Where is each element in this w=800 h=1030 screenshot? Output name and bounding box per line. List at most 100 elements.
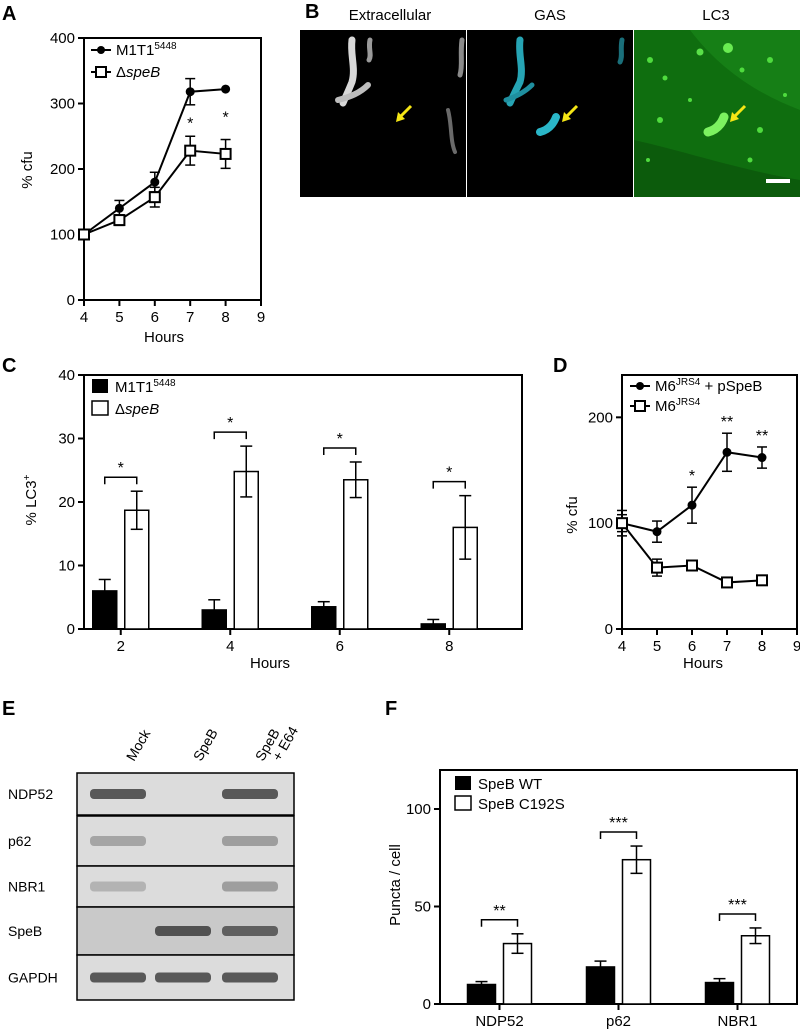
blot-band (90, 972, 146, 983)
significance-bracket (432, 480, 466, 489)
x-tick-label: 6 (336, 638, 344, 655)
legend-marker-open-square (95, 66, 107, 78)
y-tick-label: 200 (50, 161, 75, 178)
panel-c-bar-chart: 0 10 20 30 40 2 4 6 8 * * * * Hours % LC3+ M1T15448… (22, 367, 523, 672)
x-tick-label: 6 (151, 309, 159, 326)
x-tick-label: 5 (115, 309, 123, 326)
x-tick-label: 4 (226, 638, 234, 655)
panel-d-y-label: % cfu (564, 496, 581, 534)
data-point-circle (150, 177, 160, 187)
y-tick-label: 300 (50, 96, 75, 113)
legend-marker-filled-circle (97, 46, 105, 54)
x-tick-label: 7 (723, 638, 731, 655)
blot-band (155, 926, 211, 936)
y-tick-label: 200 (588, 409, 613, 426)
panel-e-western-blot: Mock SpeB SpeB + E64 NDP52 p62 NBR1 SpeB GAP… (8, 723, 301, 1001)
x-tick-label: NBR1 (717, 1013, 757, 1030)
legend-series-superscript: JRS4 (676, 397, 701, 408)
data-point-square (219, 147, 232, 160)
legend-swatch-open (454, 795, 472, 811)
panel-c-ticks: 0 10 20 30 40 2 4 6 8 (58, 367, 453, 655)
data-point-circle (687, 500, 697, 510)
panel-d-frame (621, 374, 798, 630)
significance-bracket (480, 919, 519, 927)
significance-marker: * (337, 431, 343, 448)
data-point-circle (652, 527, 662, 537)
bar-open (621, 858, 652, 1005)
data-point-square (148, 191, 161, 204)
significance-marker: * (689, 468, 695, 485)
y-tick-label: 50 (414, 899, 431, 916)
data-point-circle (114, 203, 124, 213)
blot-rows: NDP52 p62 NBR1 SpeB GAPDH (8, 772, 295, 1001)
lane-label-mock: Mock (123, 726, 154, 764)
y-tick-label: 10 (58, 558, 75, 575)
legend-series-name: Δ (115, 401, 125, 418)
significance-bracket (599, 831, 638, 840)
panel-a-legend-item-1: M1T15448 (116, 41, 177, 59)
blot-band (90, 836, 146, 846)
panel-c-legend-item-1: M1T15448 (115, 378, 176, 396)
x-tick-label: 7 (186, 309, 194, 326)
panel-c-legend-item-2: ΔspeB (115, 401, 159, 418)
micro-image-extracellular (300, 30, 466, 197)
y-tick-label: 0 (67, 292, 75, 309)
panel-a-legend: M1T15448 ΔspeB (91, 41, 177, 81)
legend-series-suffix: + pSpeB (700, 378, 762, 395)
panel-a-frame (83, 37, 262, 301)
arrow-icon (396, 104, 413, 122)
panel-f-ticks: 0 50 100 NDP52 p62 NBR1 (406, 801, 758, 1030)
significance-marker: ** (756, 428, 768, 445)
blot-row-label: NBR1 (8, 879, 46, 895)
scale-bar (766, 179, 790, 183)
x-tick-label: 9 (257, 309, 265, 326)
panel-d-x-label: Hours (683, 655, 723, 672)
y-tick-label: 30 (58, 431, 75, 448)
panel-letter-e: E (2, 698, 15, 720)
legend-series-superscript: JRS4 (676, 377, 701, 388)
legend-swatch-open (91, 400, 109, 416)
blot-row-label: p62 (8, 833, 32, 849)
x-tick-label: 4 (80, 309, 88, 326)
bar-open (343, 479, 369, 630)
data-point-square (756, 574, 768, 587)
bar-open (740, 935, 771, 1005)
x-tick-label: 6 (688, 638, 696, 655)
blot-band (222, 789, 278, 799)
y-tick-label: 400 (50, 30, 75, 47)
panel-f-y-label: Puncta / cell (387, 844, 404, 926)
panel-c-legend: M1T15448 ΔspeB (91, 378, 176, 418)
significance-marker: * (118, 460, 124, 477)
legend-series-name: Δ (116, 64, 126, 81)
y-tick-label: 0 (67, 621, 75, 638)
blot-band (222, 972, 278, 983)
data-point-square (651, 561, 663, 574)
blot-row-label: SpeB (8, 923, 42, 939)
significance-bracket (104, 476, 138, 485)
significance-marker: *** (728, 897, 747, 914)
panel-d-legend-item-1: M6JRS4 + pSpeB (655, 377, 762, 395)
micro-image-gas (467, 30, 633, 197)
significance-bracket (718, 913, 757, 921)
significance-marker: * (187, 116, 193, 133)
panel-a-x-label: Hours (144, 329, 184, 346)
blot-lane-labels: Mock SpeB SpeB + E64 (123, 723, 301, 763)
panel-f-legend: SpeB WT SpeB C192S (454, 776, 565, 813)
data-point-square (616, 517, 628, 530)
panel-d-legend: M6JRS4 + pSpeB M6JRS4 (630, 377, 762, 415)
blot-row-label: GAPDH (8, 970, 58, 986)
panel-letter-a: A (2, 3, 16, 25)
significance-marker: * (446, 465, 452, 482)
legend-series-superscript: 5448 (153, 378, 176, 389)
y-label-text: % LC3 (23, 480, 40, 525)
blot-row-label: NDP52 (8, 786, 53, 802)
y-tick-label: 100 (406, 801, 431, 818)
micro-title-lc3: LC3 (702, 7, 730, 24)
legend-series-name-italic: speB (126, 64, 160, 81)
legend-series-name: M6 (655, 398, 676, 415)
blot-band (222, 926, 278, 936)
y-tick-label: 20 (58, 494, 75, 511)
y-label-superscript: + (22, 474, 33, 480)
legend-series-name: M6 (655, 378, 676, 395)
